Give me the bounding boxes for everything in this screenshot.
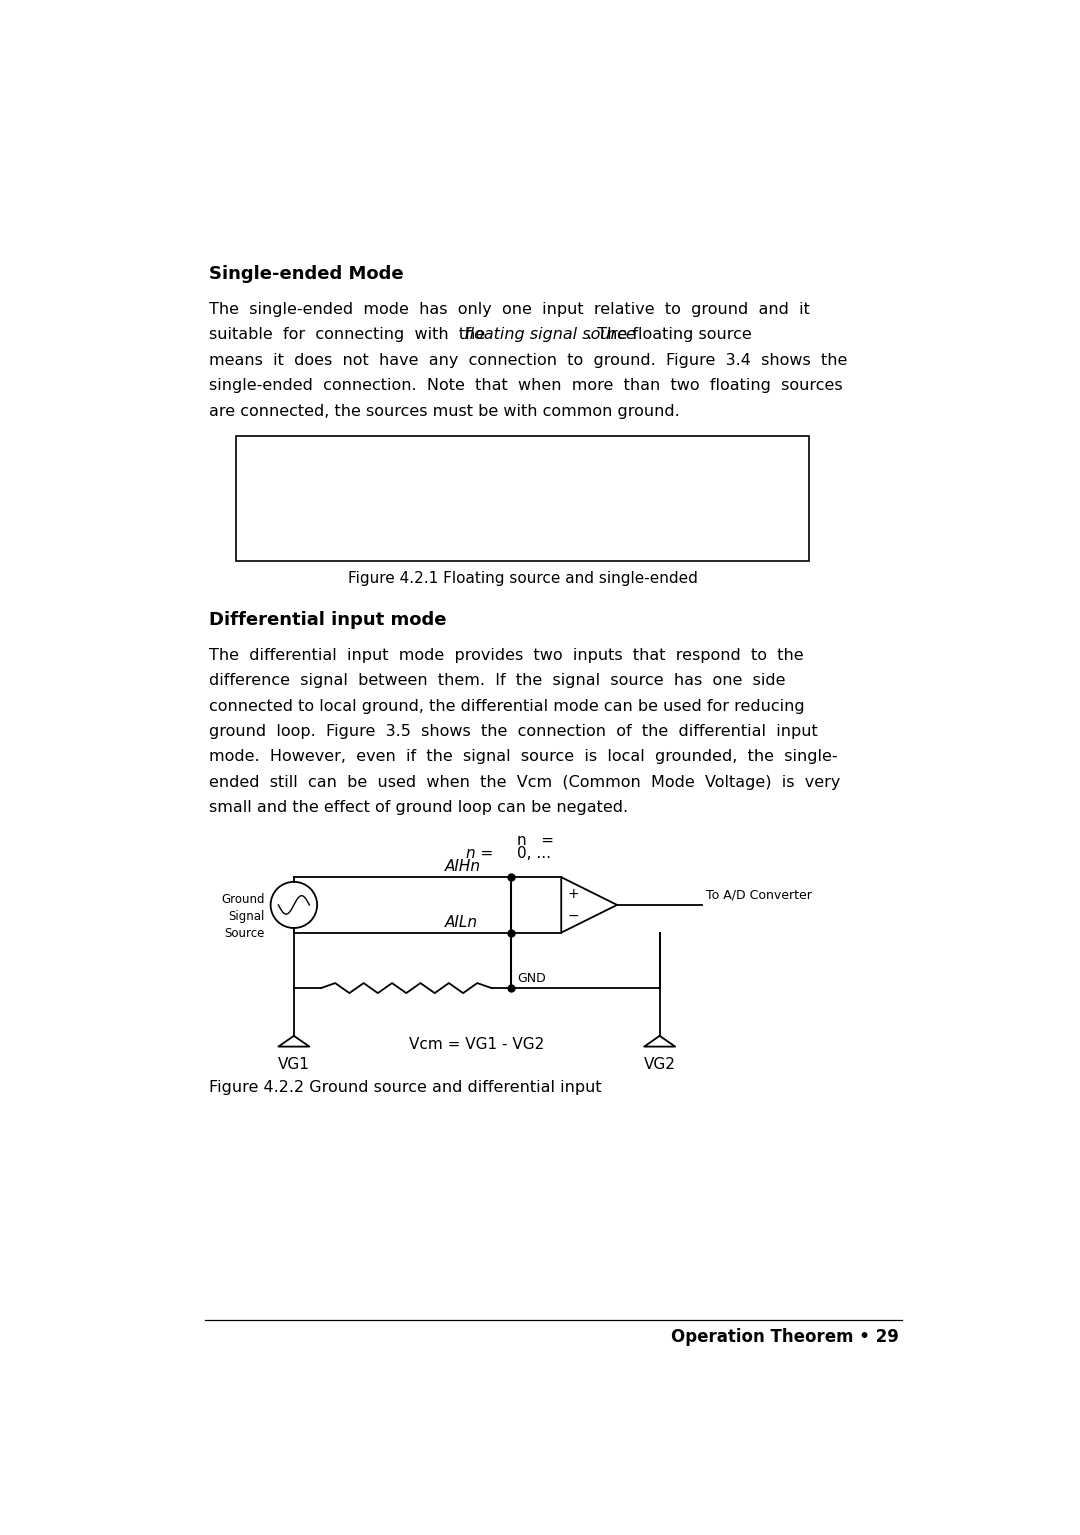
- Text: ground  loop.  Figure  3.5  shows  the  connection  of  the  differential  input: ground loop. Figure 3.5 shows the connec…: [208, 725, 818, 738]
- Text: are connected, the sources must be with common ground.: are connected, the sources must be with …: [208, 404, 679, 419]
- Text: The  differential  input  mode  provides  two  inputs  that  respond  to  the: The differential input mode provides two…: [208, 648, 804, 663]
- Text: single-ended  connection.  Note  that  when  more  than  two  floating  sources: single-ended connection. Note that when …: [208, 378, 842, 393]
- Text: . The floating source: . The floating source: [586, 327, 752, 342]
- Text: small and the effect of ground loop can be negated.: small and the effect of ground loop can …: [208, 800, 627, 815]
- Text: Single-ended Mode: Single-ended Mode: [208, 266, 403, 282]
- Text: Differential input mode: Differential input mode: [208, 611, 446, 629]
- Text: −: −: [567, 909, 579, 923]
- Text: AIHn: AIHn: [445, 860, 481, 873]
- Text: Vcm = VG1 - VG2: Vcm = VG1 - VG2: [409, 1038, 544, 1053]
- Text: VG2: VG2: [644, 1056, 676, 1071]
- Text: AILn: AILn: [445, 915, 478, 930]
- Text: suitable  for  connecting  with  the: suitable for connecting with the: [208, 327, 495, 342]
- Text: VG1: VG1: [278, 1056, 310, 1071]
- Text: n =: n =: [465, 846, 494, 861]
- Text: difference  signal  between  them.  If  the  signal  source  has  one  side: difference signal between them. If the s…: [208, 674, 785, 688]
- Text: GND: GND: [517, 972, 545, 985]
- Text: To A/D Converter: To A/D Converter: [706, 889, 812, 901]
- Text: n   =: n =: [517, 834, 554, 849]
- Text: The  single-ended  mode  has  only  one  input  relative  to  ground  and  it: The single-ended mode has only one input…: [208, 302, 810, 318]
- Text: Figure 4.2.1 Floating source and single-ended: Figure 4.2.1 Floating source and single-…: [348, 571, 698, 586]
- Bar: [235, 436, 809, 560]
- Text: Ground
Signal
Source: Ground Signal Source: [221, 893, 265, 941]
- Text: floating signal source: floating signal source: [464, 327, 636, 342]
- Text: connected to local ground, the differential mode can be used for reducing: connected to local ground, the different…: [208, 698, 805, 714]
- Text: Figure 4.2.2 Ground source and differential input: Figure 4.2.2 Ground source and different…: [208, 1081, 602, 1096]
- Text: ended  still  can  be  used  when  the  Vcm  (Common  Mode  Voltage)  is  very: ended still can be used when the Vcm (Co…: [208, 775, 840, 791]
- Text: Operation Theorem • 29: Operation Theorem • 29: [671, 1328, 899, 1346]
- Text: means  it  does  not  have  any  connection  to  ground.  Figure  3.4  shows  th: means it does not have any connection to…: [208, 353, 847, 368]
- Text: mode.  However,  even  if  the  signal  source  is  local  grounded,  the  singl: mode. However, even if the signal source…: [208, 749, 837, 764]
- Text: 0, ...: 0, ...: [517, 846, 551, 861]
- Text: +: +: [567, 887, 579, 901]
